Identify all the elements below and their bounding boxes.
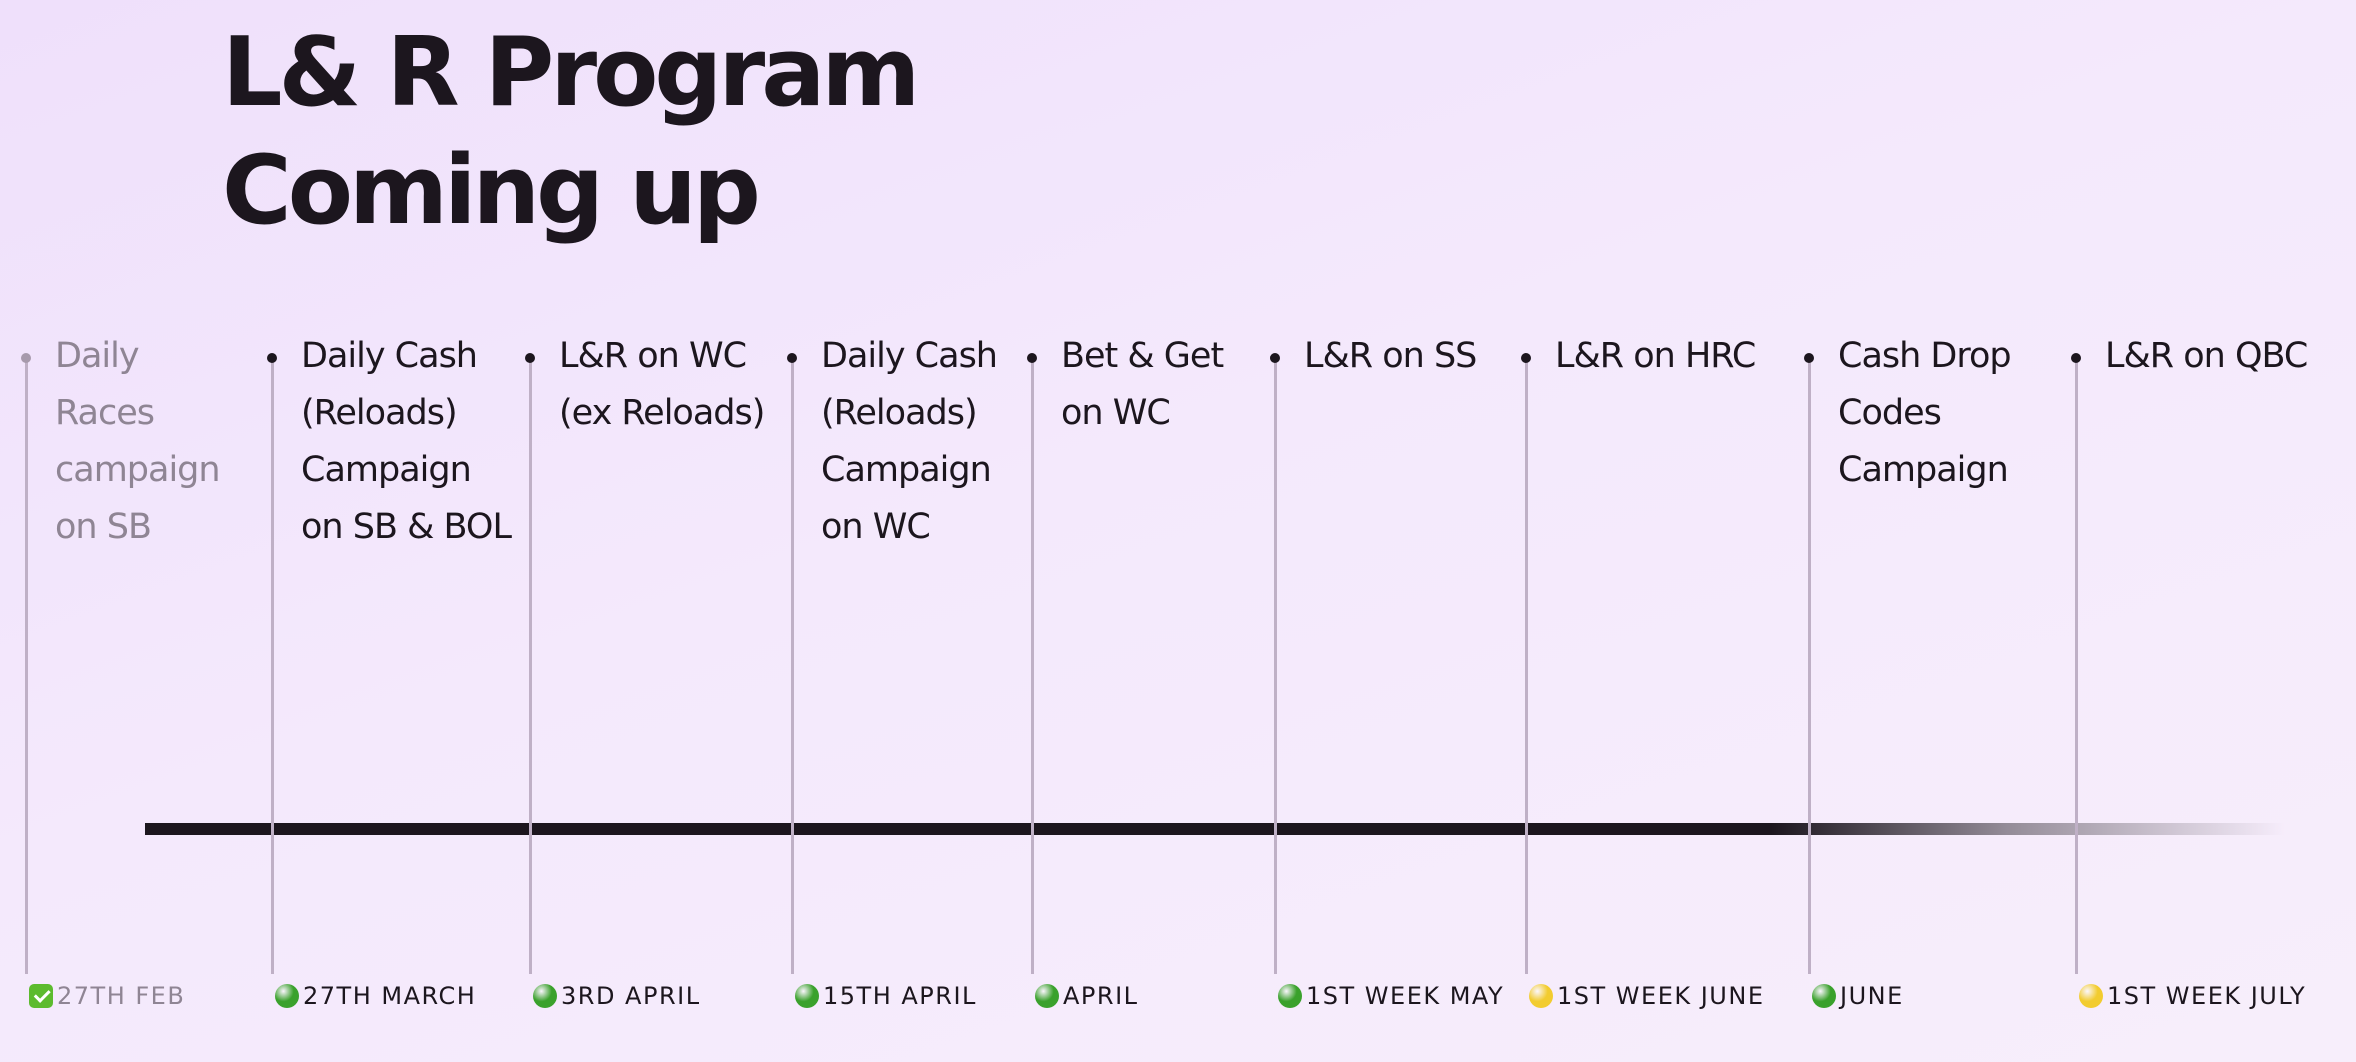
- timeline-milestone: L&R on WC (ex Reloads) 3RD APRIL: [525, 0, 765, 1010]
- milestone-bullet: [1804, 353, 1814, 363]
- milestone-date-text: 15TH APRIL: [823, 982, 977, 1010]
- milestone-label-line: Codes: [1838, 393, 1942, 433]
- timeline-axis: [145, 823, 2285, 835]
- yellow-circle-icon: [1529, 984, 1553, 1008]
- milestone-date-text: 1ST WEEK MAY: [1306, 982, 1505, 1010]
- milestone-bullet: [1270, 353, 1280, 363]
- green-circle-icon: [1035, 984, 1059, 1008]
- milestone-label-line: on WC: [821, 507, 931, 547]
- milestone-connector-line: [1525, 358, 1528, 974]
- milestone-bullet: [2071, 353, 2081, 363]
- milestone-date: 15TH APRIL: [795, 982, 977, 1010]
- page-title: L& R Program Coming up: [222, 14, 920, 250]
- milestone-label-line: L&R on SS: [1304, 336, 1477, 376]
- milestone-label: L&R on HRC: [1555, 328, 1756, 385]
- title-line-2: Coming up: [222, 136, 761, 246]
- milestone-connector-line: [1031, 358, 1034, 974]
- milestone-date: 27TH FEB: [29, 982, 185, 1010]
- milestone-label: Daily Races campaign on SB: [55, 328, 221, 556]
- milestone-date: JUNE: [1812, 982, 1904, 1010]
- milestone-date: APRIL: [1035, 982, 1139, 1010]
- milestone-label: L&R on WC (ex Reloads): [559, 328, 765, 442]
- green-circle-icon: [1812, 984, 1836, 1008]
- timeline-milestone: Cash Drop Codes Campaign JUNE: [1804, 0, 2012, 1010]
- milestone-date: 3RD APRIL: [533, 982, 701, 1010]
- milestone-date: 27TH MARCH: [275, 982, 476, 1010]
- milestone-connector-line: [1274, 358, 1277, 974]
- milestone-label-line: L&R on QBC: [2105, 336, 2308, 376]
- milestone-label-line: (ex Reloads): [559, 393, 765, 433]
- timeline-milestone: L&R on SS 1ST WEEK MAY: [1270, 0, 1503, 1010]
- milestone-label-line: L&R on HRC: [1555, 336, 1756, 376]
- milestone-label-line: campaign: [55, 450, 221, 490]
- milestone-date: 1ST WEEK MAY: [1278, 982, 1504, 1010]
- milestone-label-line: on SB & BOL: [301, 507, 512, 547]
- milestone-label: Daily Cash (Reloads) Campaign on SB & BOL: [301, 328, 512, 556]
- milestone-date-text: 27TH MARCH: [303, 982, 477, 1010]
- milestone-date: 1ST WEEK JUNE: [1529, 982, 1764, 1010]
- milestone-connector-line: [25, 358, 28, 974]
- milestone-connector-line: [2075, 358, 2078, 974]
- green-circle-icon: [275, 984, 299, 1008]
- milestone-connector-line: [529, 358, 532, 974]
- milestone-date-text: 1ST WEEK JUNE: [1557, 982, 1765, 1010]
- milestone-bullet: [1521, 353, 1531, 363]
- milestone-connector-line: [271, 358, 274, 974]
- milestone-bullet: [1027, 353, 1037, 363]
- milestone-label-line: Daily Cash: [821, 336, 998, 376]
- milestone-label-line: Daily Cash: [301, 336, 478, 376]
- milestone-label-line: on WC: [1061, 393, 1171, 433]
- timeline-milestone: Daily Cash (Reloads) Campaign on WC 15TH APR…: [787, 0, 998, 1010]
- milestone-date-text: 3RD APRIL: [561, 982, 701, 1010]
- milestone-label: L&R on QBC: [2105, 328, 2308, 385]
- milestone-date: 1ST WEEK JULY: [2079, 982, 2306, 1010]
- milestone-bullet: [787, 353, 797, 363]
- milestone-label-line: Bet & Get: [1061, 336, 1224, 376]
- milestone-label-line: Cash Drop: [1838, 336, 2012, 376]
- milestone-bullet: [267, 353, 277, 363]
- milestone-label-line: on SB: [55, 507, 152, 547]
- milestone-label: L&R on SS: [1304, 328, 1477, 385]
- milestone-label-line: Campaign: [301, 450, 472, 490]
- milestone-label-line: Campaign: [821, 450, 992, 490]
- milestone-connector-line: [791, 358, 794, 974]
- yellow-circle-icon: [2079, 984, 2103, 1008]
- milestone-label-line: Campaign: [1838, 450, 2009, 490]
- milestone-date-text: APRIL: [1063, 982, 1139, 1010]
- milestone-date-text: 1ST WEEK JULY: [2107, 982, 2307, 1010]
- milestone-label-line: L&R on WC: [559, 336, 747, 376]
- timeline-milestone: Daily Cash (Reloads) Campaign on SB & BOL 27…: [267, 0, 512, 1010]
- milestone-date-text: JUNE: [1840, 982, 1904, 1010]
- milestone-label-line: Races: [55, 393, 155, 433]
- milestone-bullet: [525, 353, 535, 363]
- title-line-1: L& R Program: [222, 18, 920, 128]
- milestone-date-text: 27TH FEB: [57, 982, 186, 1010]
- timeline-milestone: Bet & Get on WC APRIL: [1027, 0, 1224, 1010]
- milestone-label-line: (Reloads): [301, 393, 458, 433]
- milestone-label: Bet & Get on WC: [1061, 328, 1224, 442]
- timeline-milestone: L&R on QBC 1ST WEEK JULY: [2071, 0, 2308, 1010]
- milestone-label: Daily Cash (Reloads) Campaign on WC: [821, 328, 998, 556]
- green-circle-icon: [533, 984, 557, 1008]
- timeline-milestone: L&R on HRC 1ST WEEK JUNE: [1521, 0, 1763, 1010]
- timeline-milestone: Daily Races campaign on SB 27TH FEB: [21, 0, 221, 1010]
- green-circle-icon: [1278, 984, 1302, 1008]
- green-circle-icon: [795, 984, 819, 1008]
- milestone-bullet: [21, 353, 31, 363]
- milestone-label-line: (Reloads): [821, 393, 978, 433]
- milestone-connector-line: [1808, 358, 1811, 974]
- milestone-label: Cash Drop Codes Campaign: [1838, 328, 2012, 499]
- milestone-label-line: Daily: [55, 336, 140, 376]
- check-box-icon: [29, 984, 53, 1008]
